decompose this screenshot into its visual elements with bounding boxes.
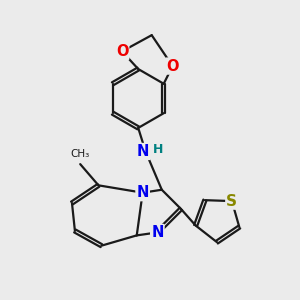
Text: S: S	[226, 194, 237, 208]
Text: N: N	[151, 225, 164, 240]
Text: O: O	[166, 58, 179, 74]
Text: N: N	[136, 185, 149, 200]
Text: H: H	[153, 143, 163, 157]
Text: N: N	[137, 144, 149, 159]
Text: CH₃: CH₃	[70, 149, 90, 159]
Text: O: O	[116, 44, 128, 59]
